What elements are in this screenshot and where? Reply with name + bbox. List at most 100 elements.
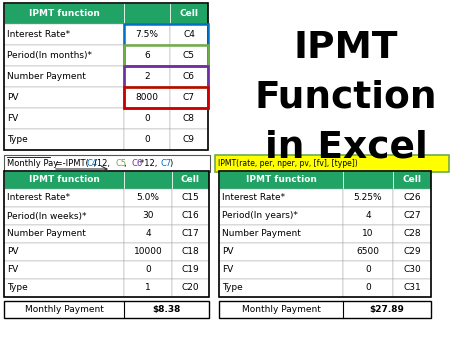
Bar [170,66,208,87]
Text: C28: C28 [403,229,421,238]
Text: 7.5%: 7.5% [136,30,158,39]
Text: C17: C17 [182,229,200,238]
Text: C20: C20 [182,284,199,293]
Bar [124,225,172,243]
Bar [219,261,343,279]
Bar [393,171,431,189]
Bar [124,24,170,45]
Text: /12,: /12, [94,159,113,168]
Bar [393,243,431,261]
Text: C31: C31 [403,284,421,293]
Bar [172,261,209,279]
Text: Period(In months)*: Period(In months)* [7,51,92,60]
Bar [215,155,449,172]
Text: IPMT function: IPMT function [28,9,100,18]
Text: FV: FV [7,265,18,274]
Text: FV: FV [7,114,18,123]
Text: Cell: Cell [181,176,200,185]
Bar [219,171,431,297]
Text: in Excel: in Excel [264,130,428,166]
Bar [219,301,431,318]
Bar [170,129,208,150]
Text: 6500: 6500 [356,248,380,257]
Bar [124,279,172,297]
Text: 4: 4 [365,212,371,221]
Text: 8000: 8000 [136,93,158,102]
Text: C5: C5 [115,159,127,168]
Bar [4,3,124,24]
Text: 0: 0 [145,265,151,274]
Text: 4: 4 [145,229,151,238]
Text: 30: 30 [142,212,154,221]
Text: FV: FV [222,265,233,274]
Bar [4,3,208,150]
Bar [170,45,208,66]
Text: Cell: Cell [402,176,421,185]
Text: 6: 6 [144,51,150,60]
Bar [393,189,431,207]
Bar [124,66,170,87]
Bar [393,279,431,297]
Text: Number Payment: Number Payment [7,229,86,238]
Text: 5.25%: 5.25% [354,193,383,202]
Bar [4,24,124,45]
Bar [343,261,393,279]
Bar [343,279,393,297]
Bar [219,189,343,207]
Text: C26: C26 [403,193,421,202]
Bar [124,189,172,207]
Text: IPMT(rate, per, nper, pv, [fv], [type]): IPMT(rate, per, nper, pv, [fv], [type]) [218,159,358,168]
Text: ): ) [169,159,173,168]
Bar [124,24,208,66]
Text: Interest Rate*: Interest Rate* [7,193,70,202]
Bar [4,66,124,87]
Bar [219,225,343,243]
Text: 1: 1 [145,284,151,293]
Text: 0: 0 [144,114,150,123]
Text: PV: PV [222,248,234,257]
Bar [124,45,170,66]
Text: C5: C5 [183,51,195,60]
Bar [124,66,208,108]
Text: Interest Rate*: Interest Rate* [7,30,70,39]
Text: Monthly Pay: Monthly Pay [7,159,58,168]
Text: =-IPMT(: =-IPMT( [53,159,89,168]
Bar [172,243,209,261]
Bar [170,24,208,45]
Text: C18: C18 [182,248,200,257]
Text: Period(In weeks)*: Period(In weeks)* [7,212,86,221]
Text: IPMT function: IPMT function [28,176,100,185]
Text: C9: C9 [183,135,195,144]
Text: Type: Type [7,284,28,293]
Text: IPMT: IPMT [294,30,398,66]
Bar [124,45,208,87]
Bar [4,45,124,66]
Bar [124,207,172,225]
Bar [124,171,172,189]
Bar [343,225,393,243]
Bar [4,301,209,318]
Text: PV: PV [7,248,18,257]
Text: C6: C6 [183,72,195,81]
Bar [4,108,124,129]
Bar [219,279,343,297]
Bar [393,261,431,279]
Text: Monthly Payment: Monthly Payment [242,305,320,314]
Bar [4,189,124,207]
Text: C6: C6 [132,159,143,168]
Bar [170,87,208,108]
Bar [219,243,343,261]
Bar [4,243,124,261]
Bar [124,87,170,108]
Bar [124,129,170,150]
Text: Number Payment: Number Payment [222,229,301,238]
Bar [170,108,208,129]
Text: Monthly Payment: Monthly Payment [25,305,103,314]
Bar [172,171,209,189]
Text: Period(In years)*: Period(In years)* [222,212,298,221]
Bar [343,207,393,225]
Text: Interest Rate*: Interest Rate* [222,193,285,202]
Text: ,: , [124,159,129,168]
Bar [124,261,172,279]
Bar [4,171,209,297]
